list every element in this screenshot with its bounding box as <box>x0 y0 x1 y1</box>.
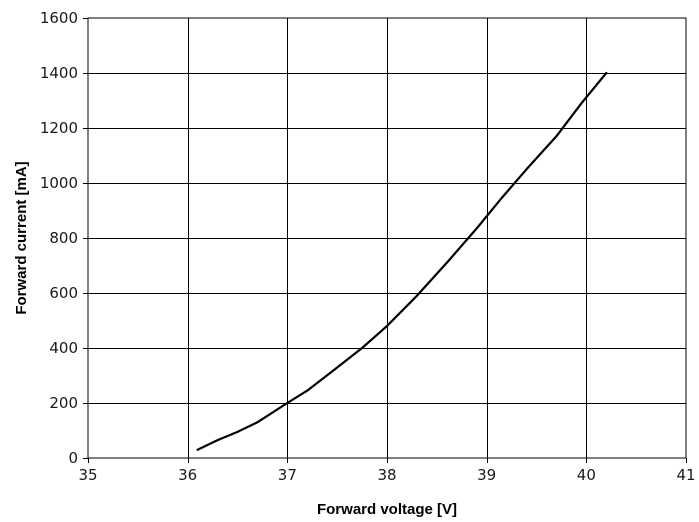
y-tick-label: 400 <box>49 339 78 357</box>
x-tick-label: 41 <box>676 466 695 484</box>
x-tick-label: 35 <box>78 466 97 484</box>
y-tick-label: 0 <box>68 449 78 467</box>
series-line-0 <box>196 71 608 451</box>
x-tick-label: 39 <box>477 466 496 484</box>
axis-ticks <box>83 18 687 463</box>
x-axis-title: Forward voltage [V] <box>317 501 457 518</box>
x-tick-label: 40 <box>577 466 596 484</box>
y-tick-label: 1400 <box>40 64 78 82</box>
x-tick-label: 36 <box>178 466 197 484</box>
x-tick-label: 37 <box>278 466 297 484</box>
y-tick-label: 1000 <box>40 174 78 192</box>
y-axis-title: Forward current [mA] <box>13 161 30 314</box>
y-tick-label: 1600 <box>40 9 78 27</box>
series-layer <box>196 71 608 451</box>
y-tick-label: 200 <box>49 394 78 412</box>
plot-frame <box>87 17 687 459</box>
tick-labels: 35 36 37 38 39 40 41 0 200 400 600 800 1000 1200 1400 1… <box>40 9 696 484</box>
grid-lines <box>88 18 686 458</box>
y-tick-label: 800 <box>49 229 78 247</box>
x-tick-label: 38 <box>377 466 396 484</box>
y-tick-label: 600 <box>49 284 78 302</box>
y-tick-label: 1200 <box>40 119 78 137</box>
